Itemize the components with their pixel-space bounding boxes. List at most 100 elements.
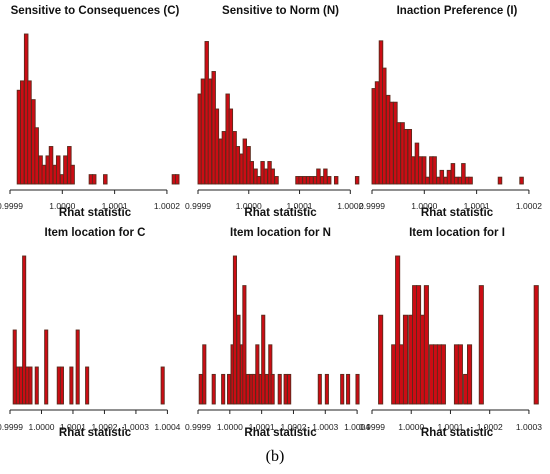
x-tick-label: 1.0002 (477, 422, 503, 432)
histogram-bar (355, 373, 360, 405)
histogram-bar (211, 373, 216, 405)
histogram-bar (160, 366, 165, 405)
histogram-bar (533, 285, 539, 405)
histogram-bar (316, 168, 321, 185)
histogram-bar (468, 176, 473, 185)
panel-title: Sensitive to Norm (N) (222, 5, 339, 17)
histogram-bar (34, 366, 39, 405)
histogram-bar (103, 174, 108, 185)
histogram-bar (56, 366, 61, 405)
x-tick-label: 1.0000 (411, 201, 437, 211)
histogram-bar (25, 366, 30, 405)
histogram-bar (85, 366, 90, 405)
histogram-bar (333, 176, 339, 185)
x-tick-label: 1.0001 (102, 201, 128, 211)
x-tick-label: 1.0001 (249, 422, 275, 432)
histogram-bar (242, 138, 247, 185)
x-axis-title: Rhat statistic (59, 207, 132, 219)
x-axis-title: Rhat statistic (421, 207, 494, 219)
histogram-bar (59, 366, 64, 405)
histogram-bar (251, 373, 256, 405)
histogram-bar (396, 122, 401, 185)
histogram-bar (264, 373, 269, 405)
histogram-bar (41, 164, 47, 185)
x-tick-label: 1.0004 (344, 422, 370, 432)
x-tick-label: 1.0002 (516, 201, 542, 211)
x-tick-label: 1.0000 (217, 422, 243, 432)
histogram-bar (28, 366, 33, 405)
histogram-bar (174, 174, 180, 185)
histogram-bar (421, 156, 427, 185)
x-tick-label: 0.9999 (185, 201, 211, 211)
histogram-bar (374, 81, 380, 185)
x-tick-label: 1.0000 (236, 201, 262, 211)
x-tick-label: 1.0001 (437, 422, 463, 432)
histogram-bar (18, 366, 24, 405)
histogram-bar (214, 108, 220, 185)
histogram-bar (423, 285, 429, 405)
histogram-bar (425, 176, 430, 185)
histogram-bar (198, 373, 203, 405)
histogram-bar (27, 80, 32, 185)
histogram-bar (346, 373, 351, 405)
histogram-bar (34, 127, 39, 185)
histogram-bar (395, 255, 401, 405)
histogram-bar (440, 344, 446, 405)
histogram-panel-4: Item location for C 0.9999 1.0000 1.0001 1.0… (0, 227, 181, 439)
histogram-bar (467, 344, 473, 405)
histogram-bar (389, 101, 394, 185)
histogram-bar (478, 285, 484, 405)
histogram-bar (446, 169, 452, 185)
histogram-panel-3: Inaction Preference (I) 0.9999 1.0000 1.000… (359, 5, 542, 219)
histogram-bar (283, 373, 288, 405)
histogram-panel-5: Item location for N 0.9999 1.0000 1.0001 1.0… (185, 227, 370, 439)
histogram-bar (245, 373, 250, 405)
histogram-bar (417, 156, 423, 185)
histogram-bar (324, 373, 329, 405)
histogram-bar (340, 373, 345, 405)
histogram-bar (236, 314, 241, 405)
panel-title: Item location for I (409, 227, 505, 239)
histogram-bar (202, 344, 207, 405)
x-tick-label: 1.0003 (516, 422, 542, 432)
histogram-bar (249, 161, 254, 185)
histogram-bar (327, 176, 332, 185)
histogram-bar (63, 155, 68, 185)
histogram-bar (227, 373, 232, 405)
histogram-bar (298, 176, 303, 185)
x-tick-label: 1.0002 (91, 422, 117, 432)
histogram-bar (91, 174, 97, 185)
histogram-bar (274, 176, 279, 185)
x-axis-title: Rhat statistic (244, 207, 317, 219)
histogram-bar (497, 176, 503, 185)
histogram-panel-1: Sensitive to Consequences (C) 0.9999 1.000… (0, 5, 180, 219)
figure-caption: (b) (265, 448, 285, 465)
x-tick-label: 1.0003 (123, 422, 149, 432)
histogram-bar (378, 314, 384, 405)
histogram-bar (302, 176, 307, 185)
x-tick-label: 0.9999 (0, 422, 23, 432)
x-tick-label: 1.0000 (28, 422, 54, 432)
histogram-bar (287, 373, 292, 405)
histogram-panel-2: Sensitive to Norm (N) 0.9999 1.0000 1.0001 1… (185, 5, 364, 219)
histogram-bar (200, 78, 206, 185)
histogram-bar (519, 176, 524, 185)
histogram-bar (55, 155, 61, 185)
histogram-bar (235, 146, 241, 185)
histogram-bar (277, 373, 282, 405)
x-axis-title: Rhat statistic (59, 427, 132, 439)
histogram-bar (457, 344, 463, 405)
x-tick-label: 1.0002 (337, 201, 363, 211)
panel-title: Item location for N (230, 227, 331, 239)
histogram-bar (256, 176, 261, 185)
histogram-bar (453, 176, 459, 185)
x-tick-label: 0.9999 (359, 422, 385, 432)
panel-title: Item location for C (45, 227, 146, 239)
histogram-bar (75, 329, 80, 405)
histogram-bar (309, 176, 314, 185)
histogram-bar (12, 329, 17, 405)
panel-title: Inaction Preference (I) (397, 5, 518, 17)
x-tick-label: 1.0000 (398, 422, 424, 432)
histogram-bar (221, 373, 226, 405)
histogram-bar (439, 169, 445, 185)
